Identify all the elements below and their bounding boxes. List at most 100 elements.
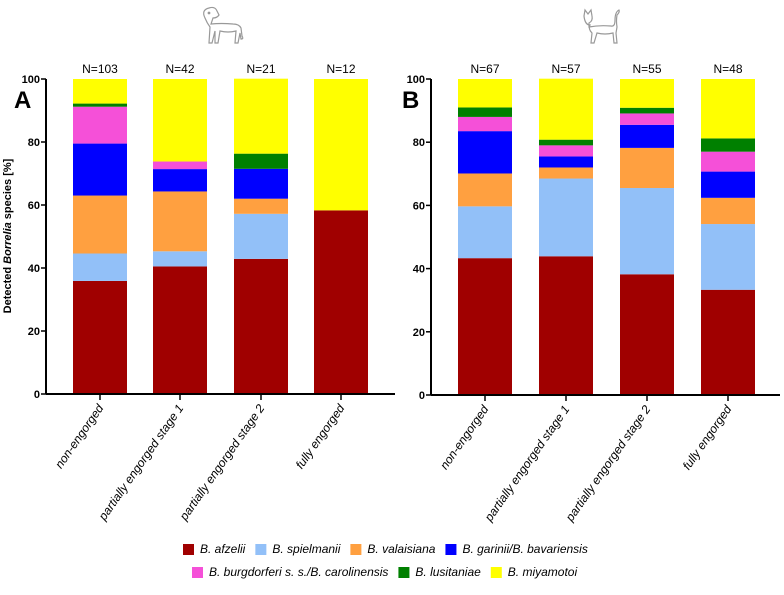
y-tick-label: 60 <box>413 200 425 212</box>
bar-segment <box>458 131 512 174</box>
bar-segment <box>701 289 755 395</box>
x-tick-label: fully engorged <box>680 402 735 472</box>
bar-segment <box>539 256 593 395</box>
bar-segment <box>701 197 755 225</box>
y-tick-label: 40 <box>28 263 40 275</box>
bar-segment <box>73 103 127 107</box>
x-tick-label: non-engorged <box>52 401 107 471</box>
bar-segment <box>73 195 127 254</box>
dog-icon <box>203 6 244 44</box>
bar-segment <box>234 258 288 394</box>
legend-label: B. miyamotoi <box>508 565 578 579</box>
legend-item: B. spielmanii <box>255 542 341 556</box>
chart-panel-A: A N=103 non-engorged N=42 partially engorged… <box>2 62 395 524</box>
bar-segment <box>620 274 674 395</box>
bar-segment <box>539 156 593 168</box>
bar-segment <box>234 198 288 214</box>
bar-segment <box>153 191 207 252</box>
legend-label: B. afzelii <box>200 542 246 556</box>
legend-label: B. burgdorferi s. s./B. carolinensis <box>209 565 388 579</box>
legend-swatch <box>192 567 203 578</box>
bar-segment <box>701 171 755 198</box>
bar-segment <box>620 147 674 189</box>
bar-segment <box>458 258 512 395</box>
bar-segment <box>539 178 593 257</box>
bar-segment <box>234 213 288 259</box>
n-label: N=57 <box>551 62 580 76</box>
y-tick-label: 0 <box>419 390 425 402</box>
n-label: N=21 <box>246 62 275 76</box>
x-tick-label: fully engorged <box>293 401 348 471</box>
y-tick-label: 100 <box>407 74 425 86</box>
legend-swatch <box>445 544 457 555</box>
y-tick-label: 40 <box>413 264 425 276</box>
bar-segment <box>458 107 512 117</box>
bar-segment <box>458 79 512 108</box>
bar-segment <box>153 79 207 162</box>
legend-item: B. lusitaniae <box>398 565 481 579</box>
bar-segment <box>153 161 207 170</box>
legend-swatch <box>183 544 194 555</box>
bar-segment <box>620 124 674 148</box>
legend-swatch <box>350 544 362 555</box>
bar-segment <box>701 79 755 139</box>
bar-segment <box>539 145 593 157</box>
x-tick-label: partially engorged stage 1 <box>481 403 572 525</box>
bar-segment <box>314 79 368 211</box>
n-label: N=48 <box>713 62 742 76</box>
y-tick-label: 20 <box>28 326 40 338</box>
bar-segment <box>539 139 593 146</box>
y-tick-label: 100 <box>22 74 40 86</box>
legend-label: B. valaisiana <box>367 542 435 556</box>
legend-label: B. spielmanii <box>272 542 340 556</box>
bar-segment <box>73 280 127 394</box>
bar-segment <box>234 168 288 199</box>
cat-icon <box>583 8 620 44</box>
n-label: N=42 <box>165 62 194 76</box>
panel-label: A <box>14 87 31 114</box>
bar-segment <box>620 188 674 275</box>
bar-segment <box>153 169 207 192</box>
bar-segment <box>153 266 207 394</box>
bar-segment <box>314 210 368 394</box>
y-tick-label: 20 <box>413 327 425 339</box>
n-label: N=12 <box>326 62 355 76</box>
y-tick-label: 60 <box>28 200 40 212</box>
y-axis-title: Detected Borrelia species [%] <box>2 158 14 313</box>
bar-segment <box>153 251 207 267</box>
n-label: N=55 <box>632 62 661 76</box>
bar-segment <box>73 143 127 196</box>
legend-item: B. garinii/B. bavariensis <box>445 542 588 556</box>
bar-segment <box>620 107 674 114</box>
bar-segment <box>234 78 288 154</box>
y-tick-label: 80 <box>413 137 425 149</box>
bar-segment <box>539 167 593 179</box>
bar-segment <box>73 79 127 104</box>
legend-swatch <box>490 567 502 578</box>
bar-segment <box>458 173 512 207</box>
legend-swatch <box>398 567 410 578</box>
bar-segment <box>458 206 512 259</box>
legend-item: B. miyamotoi <box>490 565 578 579</box>
x-tick-label: partially engorged stage 1 <box>95 402 186 524</box>
chart-panel-B: B N=67 non-engorged N=57 partially engorged … <box>402 62 780 525</box>
bar-segment <box>539 78 593 140</box>
legend-item: B. valaisiana <box>350 542 436 556</box>
n-label: N=103 <box>82 62 118 76</box>
bar-segment <box>73 106 127 144</box>
bar-segment <box>620 113 674 125</box>
legend-label: B. garinii/B. bavariensis <box>462 542 587 556</box>
bar-segment <box>701 224 755 290</box>
bar-segment <box>701 138 755 152</box>
x-tick-label: partially engorged stage 2 <box>176 401 267 523</box>
x-tick-label: non-engorged <box>437 402 492 472</box>
x-tick-label: partially engorged stage 2 <box>562 402 653 524</box>
legend-label: B. lusitaniae <box>415 565 481 579</box>
legend-item: B. burgdorferi s. s./B. carolinensis <box>192 565 388 579</box>
bar-segment <box>701 151 755 172</box>
legend: B. afzelii B. spielmanii B. valaisiana B. g… <box>183 542 588 579</box>
panel-label: B <box>402 87 419 114</box>
bar-segment <box>458 116 512 132</box>
bar-segment <box>234 153 288 169</box>
